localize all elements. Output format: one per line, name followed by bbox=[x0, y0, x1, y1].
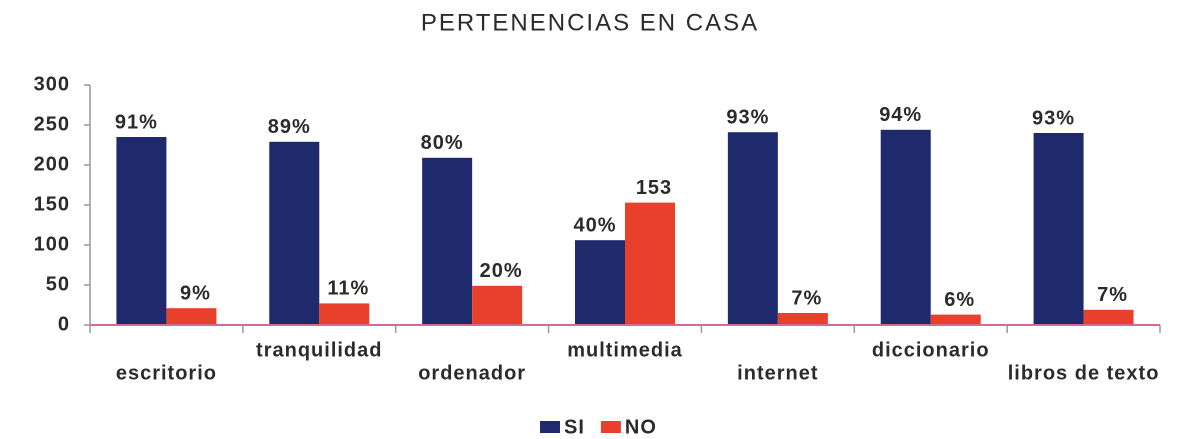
x-tick-label: multimedia bbox=[567, 339, 683, 361]
y-tick-label: 300 bbox=[34, 73, 70, 95]
bar bbox=[930, 314, 981, 325]
bar bbox=[575, 240, 625, 325]
bar bbox=[269, 141, 320, 325]
x-tick-label: escritorio bbox=[116, 362, 217, 384]
bar bbox=[166, 308, 217, 325]
data-label: 94% bbox=[879, 104, 922, 126]
bar bbox=[319, 303, 370, 325]
bar bbox=[422, 157, 473, 325]
data-label: 93% bbox=[726, 106, 769, 128]
data-label: 9% bbox=[180, 282, 211, 304]
data-label: 153 bbox=[636, 177, 672, 199]
bar bbox=[880, 129, 931, 325]
data-label: 89% bbox=[268, 116, 311, 138]
data-label: 6% bbox=[944, 289, 975, 311]
y-tick-label: 100 bbox=[34, 233, 70, 255]
y-tick-label: 150 bbox=[34, 193, 70, 215]
bar bbox=[1083, 309, 1134, 325]
bar bbox=[777, 313, 828, 325]
data-label: 7% bbox=[791, 287, 822, 309]
bar bbox=[116, 137, 167, 325]
legend-label: SI bbox=[564, 416, 585, 438]
data-label: 40% bbox=[573, 214, 616, 236]
x-tick-label: tranquilidad bbox=[256, 339, 382, 361]
data-label: 93% bbox=[1032, 107, 1075, 129]
y-tick-label: 0 bbox=[58, 313, 70, 335]
chart-title: PERTENENCIAS EN CASA bbox=[421, 9, 759, 36]
bar bbox=[472, 285, 523, 325]
data-label: 11% bbox=[327, 278, 369, 300]
data-label: 91% bbox=[115, 111, 158, 133]
legend-swatch bbox=[600, 421, 621, 433]
y-tick-label: 250 bbox=[34, 113, 70, 135]
x-tick-label: ordenador bbox=[418, 362, 526, 384]
bar bbox=[1033, 133, 1084, 325]
data-label: 7% bbox=[1097, 284, 1128, 306]
data-label: 20% bbox=[480, 260, 523, 282]
x-tick-label: internet bbox=[737, 362, 818, 384]
x-tick-label: libros de texto bbox=[1008, 362, 1160, 384]
bar bbox=[727, 132, 778, 325]
data-label: 80% bbox=[421, 132, 464, 154]
y-tick-label: 200 bbox=[34, 153, 70, 175]
legend-label: NO bbox=[625, 416, 657, 438]
legend-swatch bbox=[540, 421, 560, 433]
x-tick-label: diccionario bbox=[872, 339, 990, 361]
y-tick-label: 50 bbox=[46, 273, 70, 295]
bar bbox=[625, 202, 675, 325]
